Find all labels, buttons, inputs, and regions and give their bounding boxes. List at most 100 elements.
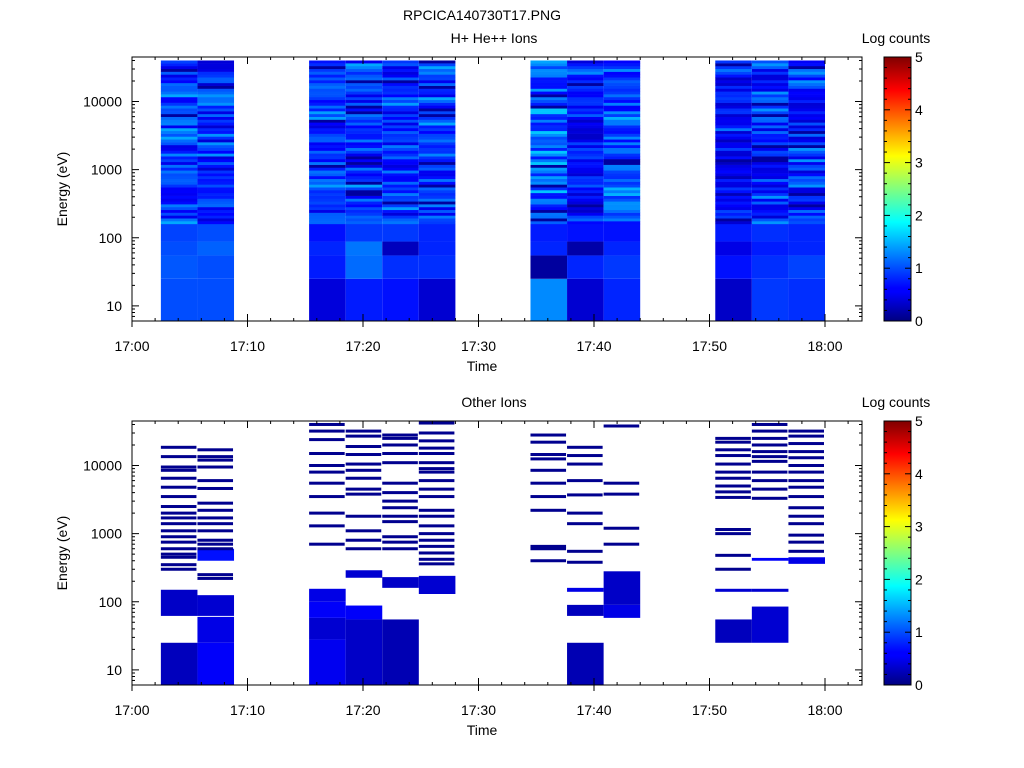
heatmap-cell	[603, 125, 641, 129]
heatmap-cell	[160, 178, 198, 182]
heatmap-cell	[309, 63, 346, 67]
heatmap-cell	[197, 136, 235, 140]
heatmap-cell	[345, 206, 383, 211]
heatmap-cell	[382, 198, 419, 202]
heatmap-cell	[197, 125, 235, 129]
heatmap-cell	[567, 493, 603, 497]
heatmap-cell	[751, 429, 788, 433]
heatmap-cell	[567, 198, 604, 202]
heatmap-cell	[160, 468, 197, 472]
heatmap-cell	[715, 111, 752, 115]
heatmap-cell	[418, 452, 455, 456]
heatmap-cell	[715, 255, 752, 279]
heatmap-cell	[197, 130, 235, 134]
heatmap-cell	[530, 547, 567, 551]
heatmap-cell	[418, 150, 456, 154]
heatmap-cell	[418, 144, 456, 149]
heatmap-cell	[603, 91, 641, 95]
heatmap-cell	[345, 195, 383, 199]
heatmap-cell	[788, 156, 825, 160]
heatmap-cell	[309, 164, 346, 168]
heatmap-cell	[788, 116, 825, 120]
heatmap-cell	[567, 212, 604, 216]
heatmap-cell	[309, 175, 346, 180]
colorbar-tick-label: 5	[915, 413, 923, 429]
heatmap-cell	[715, 102, 752, 106]
heatmap-cell	[715, 495, 751, 499]
heatmap-cell	[160, 204, 198, 208]
heatmap-cell	[345, 125, 383, 129]
heatmap-cell	[530, 221, 568, 225]
heatmap-cell	[418, 184, 456, 188]
heatmap-cell	[160, 130, 198, 134]
heatmap-cell	[382, 215, 419, 219]
heatmap-cell	[309, 167, 346, 171]
heatmap-cell	[567, 604, 604, 616]
heatmap-cell	[382, 94, 419, 98]
heatmap-cell	[530, 119, 568, 123]
colorbar-tick-label: 3	[915, 155, 923, 171]
panel-title: H+ He++ Ions	[451, 30, 538, 46]
heatmap-cell	[530, 74, 568, 78]
heatmap-cell	[197, 529, 234, 533]
heatmap-cell	[382, 91, 419, 95]
heatmap-cell	[603, 102, 641, 106]
heatmap-cell	[345, 139, 383, 143]
heatmap-cell	[382, 68, 419, 72]
heatmap-cell	[715, 130, 752, 134]
heatmap-cell	[788, 434, 824, 438]
heatmap-cell	[418, 538, 455, 542]
heatmap-cell	[751, 178, 789, 182]
heatmap-cell	[715, 187, 752, 191]
heatmap-cell	[345, 209, 383, 213]
heatmap-cell	[788, 102, 825, 106]
heatmap-cell	[418, 524, 455, 528]
heatmap-cell	[603, 424, 640, 428]
heatmap-cell	[382, 82, 419, 86]
heatmap-cell	[715, 91, 752, 95]
colorbar-gradient	[883, 56, 912, 322]
heatmap-cell	[788, 96, 825, 101]
heatmap-cell	[603, 167, 641, 171]
heatmap-cell	[160, 122, 198, 126]
heatmap-cell	[197, 71, 235, 75]
heatmap-cell	[418, 544, 455, 548]
heatmap-cell	[197, 85, 235, 89]
heatmap-cell	[309, 91, 346, 95]
heatmap-cell	[345, 63, 383, 67]
heatmap-cell	[788, 164, 825, 168]
heatmap-cell	[382, 181, 419, 185]
heatmap-cell	[309, 102, 346, 106]
heatmap-cell	[567, 209, 604, 213]
heatmap-cell	[715, 484, 751, 488]
heatmap-cell	[530, 164, 568, 168]
heatmap-cell	[197, 68, 235, 72]
heatmap-cell	[603, 71, 641, 75]
heatmap-cell	[418, 421, 455, 425]
heatmap-cell	[530, 255, 568, 279]
heatmap-cell	[603, 153, 641, 157]
heatmap-cell	[309, 156, 346, 160]
heatmap-cell	[309, 190, 346, 194]
heatmap-cell	[382, 156, 419, 160]
heatmap-cell	[309, 470, 345, 474]
heatmap-cell	[751, 487, 788, 491]
heatmap-cell	[567, 192, 604, 196]
heatmap-cell	[345, 547, 382, 551]
heatmap-cell	[603, 111, 641, 115]
heatmap-cell	[418, 195, 456, 199]
heatmap-cell	[567, 156, 604, 160]
heatmap-cell	[567, 190, 604, 194]
heatmap-cell	[418, 221, 456, 225]
heatmap-cell	[788, 105, 825, 109]
heatmap-cell	[382, 190, 419, 194]
heatmap-cell	[160, 255, 198, 279]
heatmap-cell	[530, 433, 567, 437]
heatmap-cell	[603, 201, 641, 205]
heatmap-cell	[309, 588, 346, 602]
heatmap-cell	[197, 139, 235, 143]
heatmap-cell	[197, 60, 235, 64]
heatmap-cell	[715, 125, 752, 129]
heatmap-cell	[530, 94, 568, 98]
heatmap-cell	[567, 511, 603, 515]
